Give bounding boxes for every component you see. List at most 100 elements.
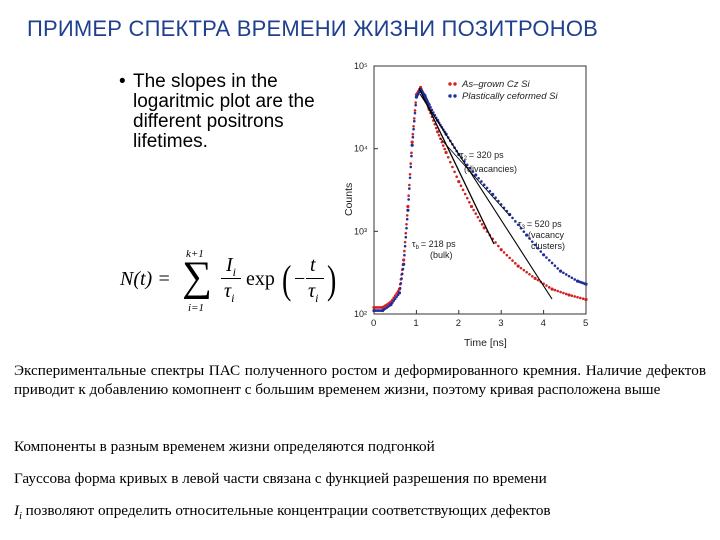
data-point-interp bbox=[408, 176, 412, 180]
data-point-interp bbox=[562, 271, 565, 275]
data-point-interp bbox=[405, 226, 408, 230]
bullet-text-block: • The slopes in the logaritmic plot are … bbox=[119, 71, 333, 152]
data-point bbox=[491, 192, 495, 196]
data-point-interp bbox=[440, 140, 444, 144]
data-point-interp bbox=[573, 295, 576, 298]
data-point-interp bbox=[488, 189, 492, 193]
data-point-interp bbox=[528, 237, 531, 240]
annotation-tau3-note2: clusters) bbox=[531, 241, 565, 251]
data-point-interp bbox=[463, 192, 467, 196]
data-point-interp bbox=[545, 256, 548, 259]
data-point-interp bbox=[480, 180, 483, 183]
data-point-interp bbox=[455, 175, 458, 179]
data-point-interp bbox=[547, 258, 551, 262]
data-point-interp bbox=[429, 106, 432, 109]
data-point-interp bbox=[525, 270, 528, 274]
annotation-taub-symbol: τ bbox=[412, 239, 416, 249]
data-point-interp bbox=[570, 276, 574, 280]
data-point-interp bbox=[485, 186, 489, 190]
caption-paragraph-4: Ii позволяют определить относительные ко… bbox=[14, 501, 706, 526]
formula: N(t) = k+1 ∑ i=1 Ii τi exp ( − t τi ) bbox=[120, 240, 340, 320]
data-point-interp bbox=[514, 262, 517, 265]
caption-paragraph-3: Гауссова форма кривых в левой части связ… bbox=[14, 470, 547, 487]
y-tick-label: 10⁴ bbox=[354, 144, 368, 154]
data-point-interp bbox=[478, 219, 482, 223]
data-point-interp bbox=[528, 272, 531, 276]
data-point bbox=[516, 264, 520, 268]
legend-label-as-grown: As–grown Cz Si bbox=[461, 79, 530, 90]
fit-line-divacancy bbox=[439, 137, 511, 217]
annotation-tau2-note: (divacancies) bbox=[464, 164, 517, 174]
data-point-interp bbox=[514, 220, 517, 223]
data-point-interp bbox=[547, 286, 551, 289]
data-point-interp bbox=[405, 214, 409, 217]
data-point-interp bbox=[536, 246, 540, 250]
x-axis-label: Time [ns] bbox=[464, 337, 507, 349]
plot-frame bbox=[373, 65, 587, 315]
data-point-interp bbox=[530, 240, 534, 243]
y-tick-label: 10³ bbox=[354, 226, 367, 236]
annotations: τ2 = 320 ps (divacancies) τ3 = 520 ps (vac… bbox=[412, 150, 565, 260]
annotation-tau3-sub: 3 bbox=[522, 225, 526, 231]
data-point bbox=[567, 293, 571, 297]
data-point bbox=[427, 103, 431, 107]
data-point bbox=[436, 130, 440, 134]
data-point-interp bbox=[434, 126, 438, 130]
formula-sum-bottom: i=1 bbox=[188, 302, 204, 314]
data-point-interp bbox=[400, 277, 403, 280]
data-point-interp bbox=[461, 188, 465, 192]
data-point-interp bbox=[395, 295, 398, 299]
lifetime-spectrum-chart: 0 1 2 3 4 5 10² 10³ 10⁴ 10⁵ As–grown Cz Si Plasti… bbox=[343, 61, 588, 349]
data-point-interp bbox=[453, 170, 456, 174]
data-point-interp bbox=[407, 198, 410, 201]
data-point-interp bbox=[567, 274, 571, 278]
data-point-interp bbox=[468, 166, 472, 170]
x-tick-label: 1 bbox=[413, 318, 418, 329]
data-point-interp bbox=[579, 296, 582, 300]
data-point bbox=[410, 140, 414, 144]
formula-minus: − bbox=[294, 268, 306, 290]
formula-right-paren: ) bbox=[326, 257, 337, 302]
bullet-text: The slopes in the logaritmic plot are th… bbox=[133, 71, 315, 152]
data-point-interp bbox=[530, 274, 534, 278]
data-point-interp bbox=[413, 111, 417, 115]
data-point-interp bbox=[403, 253, 406, 257]
data-point bbox=[406, 204, 410, 209]
formula-denominator-sub: i bbox=[231, 291, 235, 305]
data-point-interp bbox=[522, 268, 526, 272]
data-point bbox=[542, 253, 546, 257]
data-point bbox=[525, 233, 529, 237]
data-point-interp bbox=[564, 273, 568, 276]
annotation-taub-value: = 218 ps bbox=[421, 239, 456, 249]
formula-inner-den: τi bbox=[308, 280, 319, 306]
fit-line-bulk bbox=[418, 87, 495, 245]
data-point-interp bbox=[413, 109, 417, 112]
data-point-interp bbox=[414, 101, 417, 104]
legend-marker-deformed-2 bbox=[453, 94, 457, 98]
data-point-interp bbox=[468, 201, 471, 204]
data-point-interp bbox=[477, 176, 480, 180]
x-tick-label: 4 bbox=[541, 318, 546, 329]
ii-symbol-sub: i bbox=[19, 511, 22, 523]
annotation-tau2: τ2 = 320 ps bbox=[460, 150, 504, 162]
data-point-interp bbox=[480, 223, 484, 226]
data-point-interp bbox=[403, 249, 406, 253]
formula-numerator: Ii bbox=[226, 254, 236, 280]
data-point bbox=[558, 269, 563, 273]
legend-marker-as-grown bbox=[448, 82, 452, 86]
data-point-interp bbox=[570, 294, 574, 297]
data-point-interp bbox=[550, 261, 554, 265]
data-point bbox=[389, 302, 393, 307]
fit-line-vacancy bbox=[419, 93, 553, 300]
legend-marker-deformed bbox=[448, 94, 452, 98]
data-point-interp bbox=[562, 291, 565, 295]
x-tick-label: 3 bbox=[498, 318, 503, 329]
data-point-interp bbox=[553, 264, 557, 267]
data-point-interp bbox=[443, 147, 446, 151]
caption-paragraph-1: Экспериментальные спектры ПАС полученног… bbox=[14, 362, 706, 398]
caption-paragraph-4-text: позволяют определить относительные конце… bbox=[21, 502, 551, 519]
data-point-interp bbox=[511, 259, 514, 262]
data-point-interp bbox=[409, 165, 413, 169]
data-point bbox=[402, 262, 406, 266]
formula-fraction-bar bbox=[221, 278, 241, 279]
